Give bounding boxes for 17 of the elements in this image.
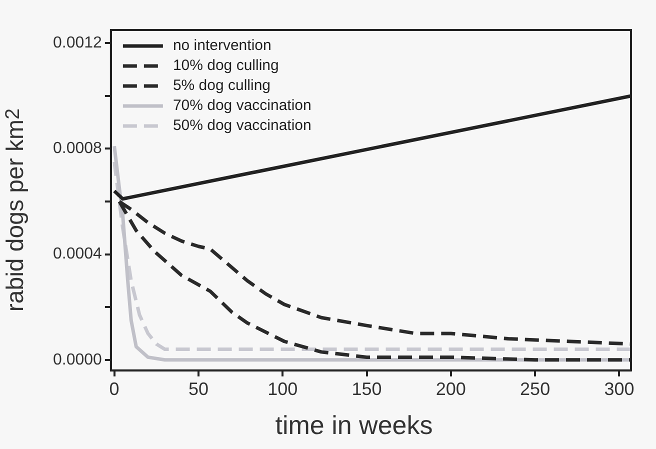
x-tick-label: 100 xyxy=(268,379,298,400)
legend-label: no intervention xyxy=(172,37,272,54)
legend-label: 50% dog vaccination xyxy=(172,117,312,134)
x-tick-label: 200 xyxy=(436,379,466,400)
x-axis-title: time in weeks xyxy=(274,410,434,441)
x-tick-label: 150 xyxy=(352,379,382,400)
y-tick-label: 0.0008 xyxy=(53,140,102,158)
x-tick-label: 300 xyxy=(604,379,634,400)
y-tick-label: 0.0004 xyxy=(53,246,102,263)
y-tick-label: 0.0000 xyxy=(53,351,102,368)
x-tick-label: 50 xyxy=(188,379,208,400)
legend-label: 70% dog vaccination xyxy=(172,97,312,114)
x-tick-label: 250 xyxy=(520,379,550,400)
y-tick-label: 0.0012 xyxy=(53,34,102,52)
legend-label: 5% dog culling xyxy=(172,77,271,94)
x-tick-label: 0 xyxy=(109,379,120,400)
legend-label: 10% dog culling xyxy=(172,57,279,74)
